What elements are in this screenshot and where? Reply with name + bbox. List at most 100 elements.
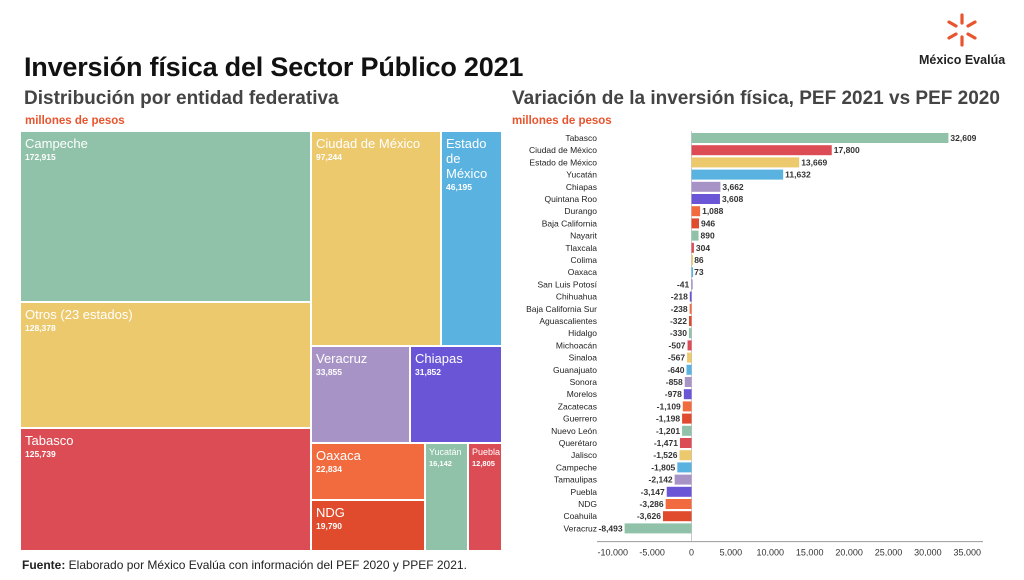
- bar: [624, 523, 692, 534]
- category-label: Baja California Sur: [526, 304, 597, 314]
- treemap-tile-name: Otros (23 estados): [25, 307, 133, 322]
- bar-value-label: -8,493: [599, 523, 623, 533]
- bar: [688, 316, 692, 326]
- bar: [691, 267, 694, 278]
- bar: [666, 486, 692, 497]
- treemap-tile-name: NDG: [316, 505, 345, 520]
- bar-value-label: -322: [670, 316, 687, 326]
- category-label: Sonora: [570, 377, 598, 387]
- bar-value-label: 3,608: [722, 194, 744, 204]
- x-tick-label: 30,000: [914, 548, 942, 556]
- category-label: NDG: [578, 499, 597, 509]
- bar-value-label: -3,286: [640, 499, 664, 509]
- x-tick-label: 25,000: [875, 548, 903, 556]
- category-label: Sinaloa: [569, 353, 598, 363]
- category-label: Ciudad de México: [529, 145, 597, 155]
- x-tick-label: 5,000: [720, 548, 743, 556]
- bar: [679, 450, 692, 461]
- treemap-tile-estado-de-mexico: Estado de México 46,195: [441, 131, 502, 346]
- treemap-tile-value: 128,378: [25, 323, 56, 333]
- category-label: Oaxaca: [568, 267, 598, 277]
- source-text: Elaborado por México Evalúa con informac…: [65, 558, 467, 572]
- treemap-chart: Campeche 172,915 Otros (23 estados) 128,…: [20, 131, 502, 551]
- treemap-tile-campeche: Campeche 172,915: [20, 131, 311, 302]
- treemap-tile-value: 33,855: [316, 367, 342, 377]
- category-label: Aguascalientes: [539, 316, 597, 326]
- treemap-tile-value: 125,739: [25, 449, 56, 459]
- bar-value-label: 304: [696, 243, 710, 253]
- x-tick-label: 0: [689, 548, 694, 556]
- bar-chart-units: millones de pesos: [512, 115, 612, 127]
- treemap-tile-value: 22,834: [316, 464, 342, 474]
- treemap-tile-value: 12,805: [472, 459, 495, 468]
- treemap-tile-name: Chiapas: [415, 351, 463, 366]
- treemap-tile-ndg: NDG 19,790: [311, 500, 425, 551]
- treemap-tile-name: Veracruz: [316, 351, 368, 366]
- category-label: Guanajuato: [553, 365, 597, 375]
- bar: [691, 145, 832, 156]
- bar: [691, 206, 701, 217]
- bar: [691, 255, 694, 265]
- bar-value-label: -978: [665, 389, 682, 399]
- bar-value-label: -507: [669, 340, 686, 350]
- treemap-tile-otros: Otros (23 estados) 128,378: [20, 302, 311, 428]
- bar: [687, 352, 692, 363]
- category-label: Colima: [571, 255, 598, 265]
- bar-value-label: -330: [670, 328, 687, 338]
- treemap-tile-value: 19,790: [316, 521, 342, 531]
- treemap-tile-name: Puebla: [472, 447, 501, 457]
- category-label: Nuevo León: [551, 426, 597, 436]
- treemap-tile-tabasco: Tabasco 125,739: [20, 428, 311, 551]
- category-label: Yucatán: [566, 170, 597, 180]
- bar: [691, 181, 721, 192]
- bar: [662, 511, 692, 522]
- bar-value-label: -238: [671, 304, 688, 314]
- bar: [691, 279, 693, 290]
- bar-value-label: 32,609: [950, 133, 976, 143]
- bar-value-label: 17,800: [834, 145, 860, 155]
- treemap-tile-value: 16,142: [429, 459, 452, 468]
- category-label: Nayarit: [570, 231, 598, 241]
- bar-chart: -10,000 -5,000 0 5,000 10,000 15,000 20,000 25,…: [526, 131, 983, 556]
- category-label: Querétaro: [559, 438, 598, 448]
- bar: [674, 474, 692, 485]
- category-label: Estado de México: [529, 157, 597, 167]
- logo-text: México Evalúa: [919, 53, 1006, 67]
- bar-value-label: -2,142: [649, 475, 673, 485]
- bar: [665, 499, 692, 509]
- bar-value-label: -858: [666, 377, 683, 387]
- bar: [686, 364, 692, 375]
- bar: [677, 462, 692, 473]
- bar: [679, 438, 692, 448]
- bar-value-label: 13,669: [801, 157, 827, 167]
- mexico-evalua-logo-icon: [947, 13, 977, 47]
- treemap-tile-yucatan: Yucatán 16,142: [425, 443, 468, 551]
- bar: [687, 340, 692, 351]
- bar: [691, 194, 720, 204]
- treemap-tile-name: Tabasco: [25, 433, 74, 448]
- bar-chart-subtitle: Variación de la inversión física, PEF 20…: [512, 88, 1000, 109]
- page-title: Inversión física del Sector Público 2021: [24, 52, 524, 82]
- x-tick-label: 15,000: [796, 548, 824, 556]
- bar-value-label: 890: [701, 231, 715, 241]
- x-tick-label: 10,000: [757, 548, 785, 556]
- treemap-tile-ciudad-de-mexico: Ciudad de México 97,244: [311, 131, 441, 346]
- category-label: Tabasco: [565, 133, 597, 143]
- bar-value-label: 11,632: [785, 170, 811, 180]
- bar: [691, 133, 949, 143]
- bar: [691, 169, 784, 180]
- category-label: Chiapas: [566, 182, 597, 192]
- treemap-tile-name: Estado de México: [446, 136, 488, 181]
- treemap-tile-name: Oaxaca: [316, 448, 361, 463]
- category-label: Puebla: [571, 487, 598, 497]
- bar-value-label: 1,088: [702, 206, 724, 216]
- bar-value-label: 946: [701, 218, 715, 228]
- bar-value-label: -3,626: [637, 511, 661, 521]
- bar: [682, 425, 692, 436]
- treemap-tile-name: Campeche: [25, 136, 88, 151]
- category-label: Hidalgo: [568, 328, 597, 338]
- bar-value-label: 86: [694, 255, 704, 265]
- bar-value-label: -640: [667, 365, 684, 375]
- bar: [691, 242, 694, 253]
- bar: [691, 157, 800, 168]
